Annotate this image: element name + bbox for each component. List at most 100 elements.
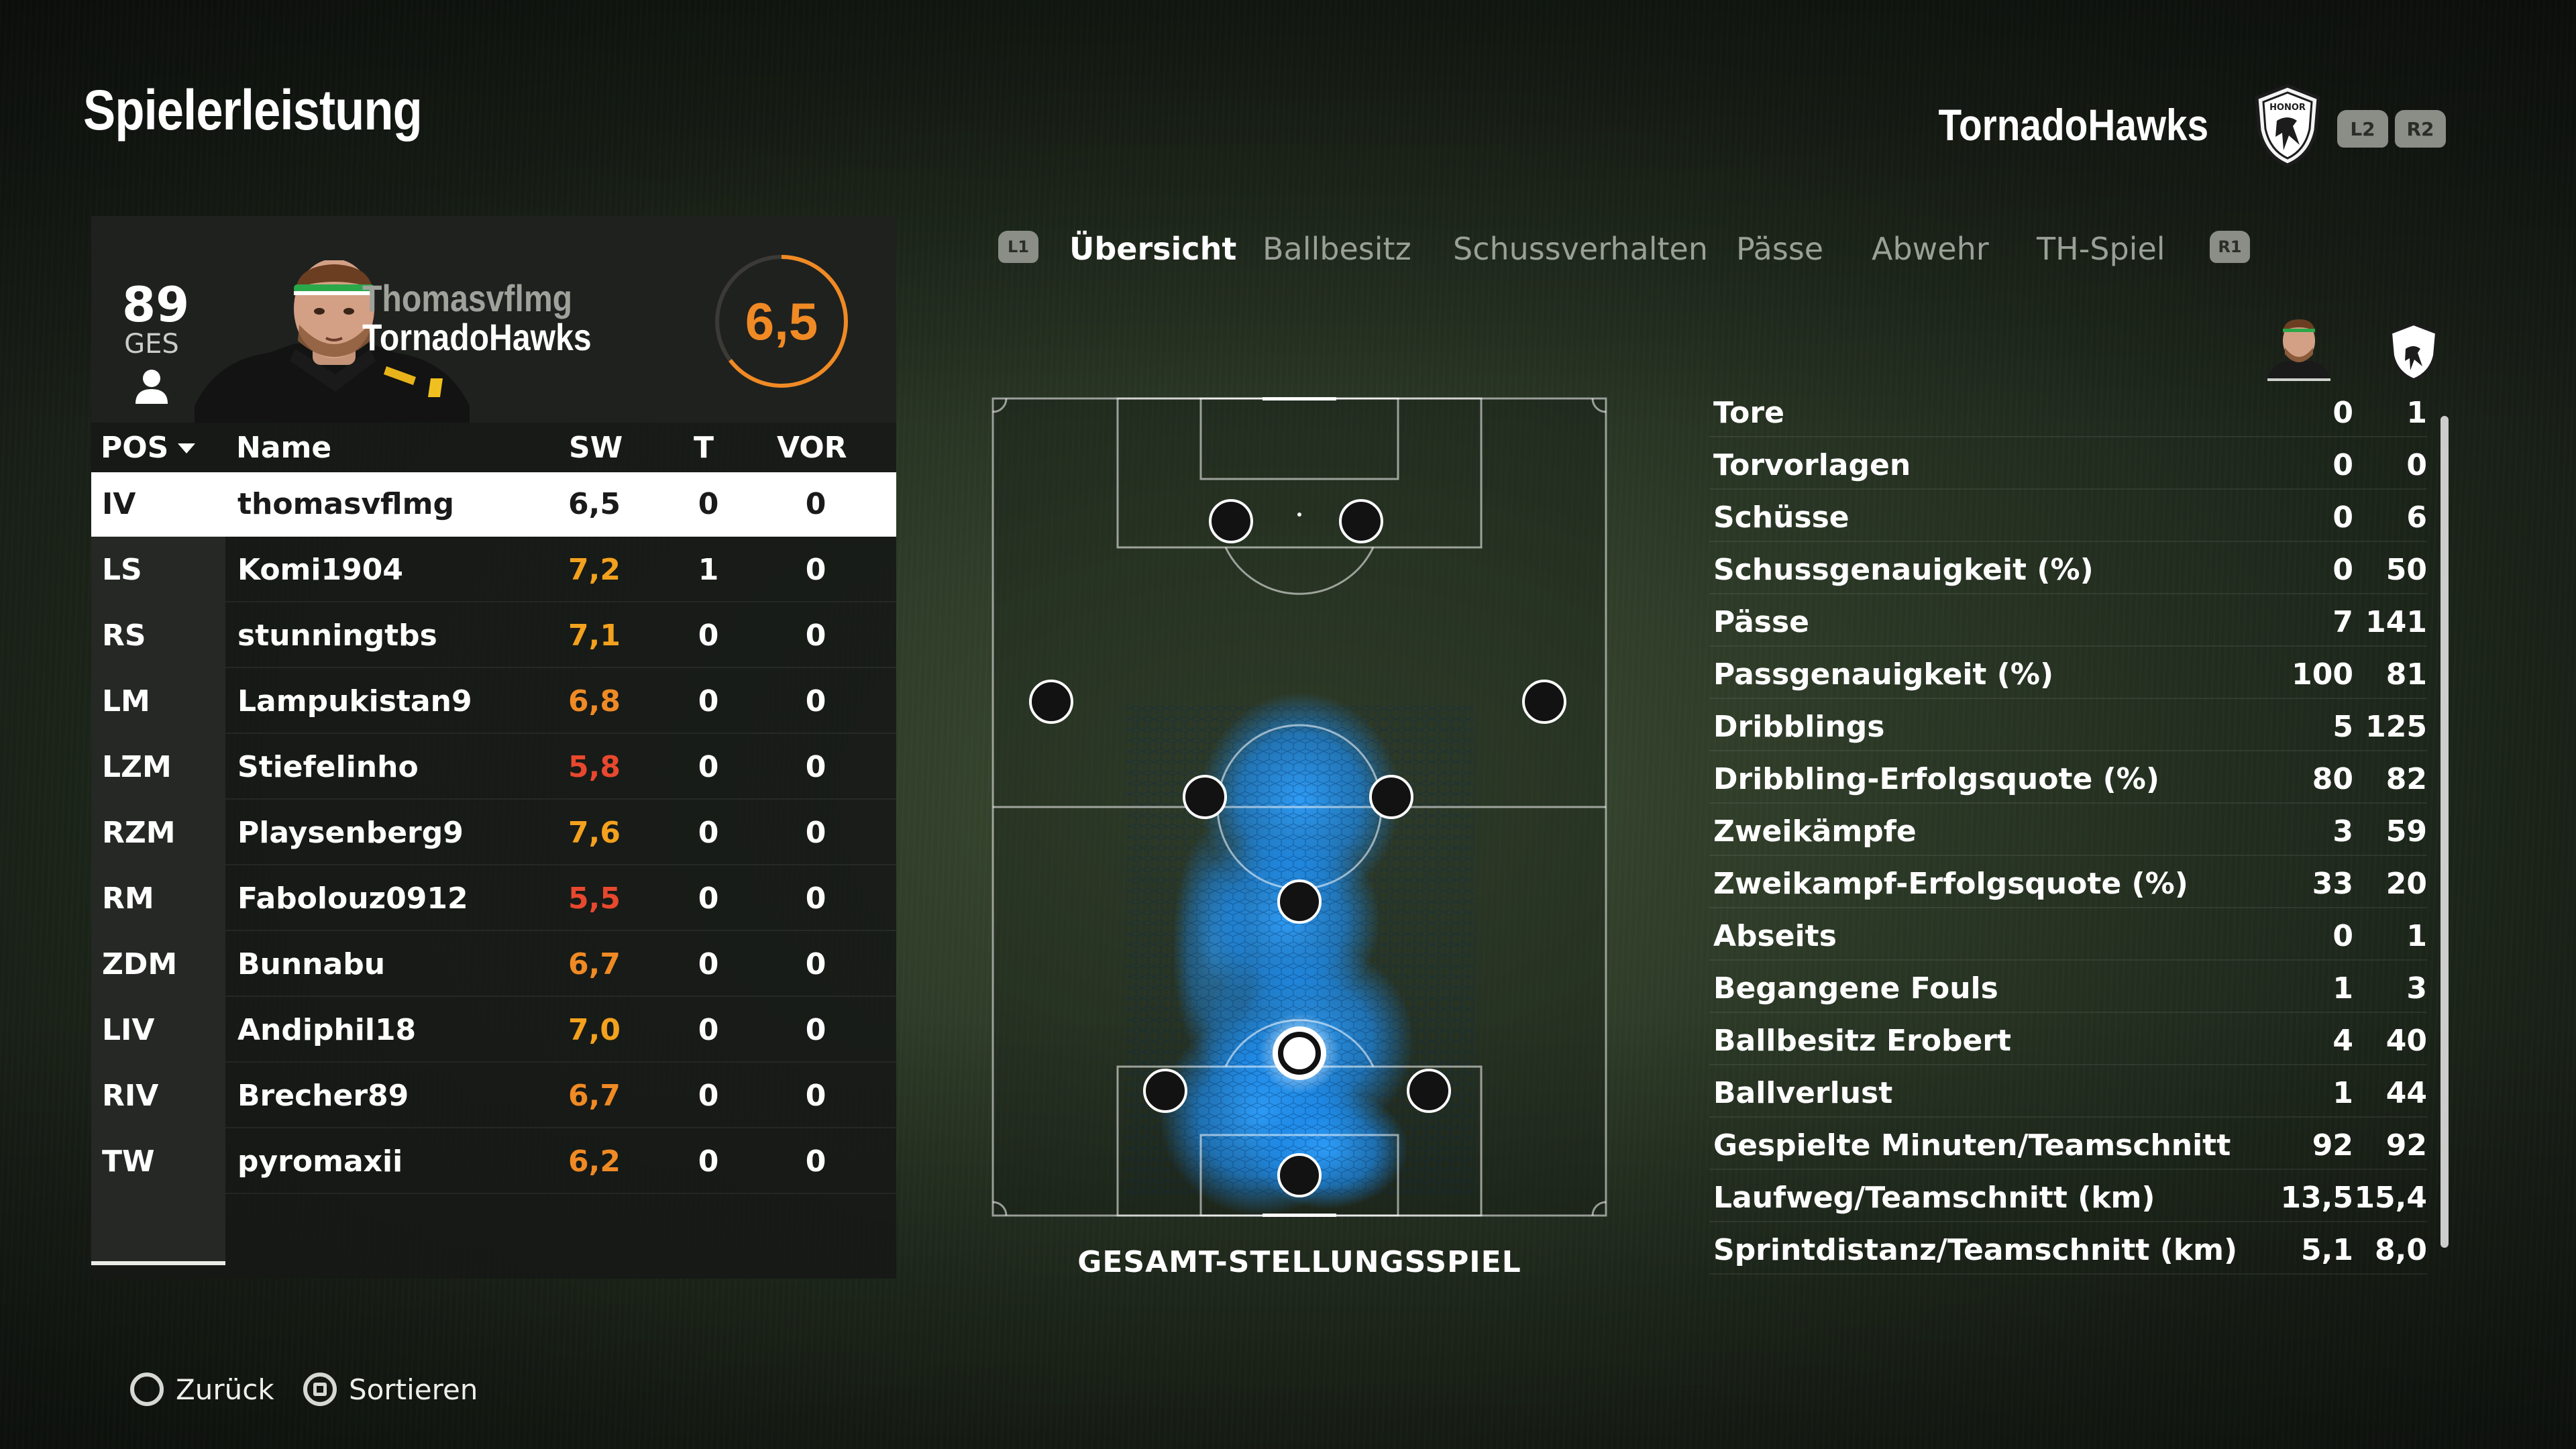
row-position: LZM: [102, 750, 172, 784]
stat-row: Schussgenauigkeit (%) 0 50: [1709, 542, 2427, 594]
stat-player-value: 0: [2332, 396, 2353, 430]
tab-th-spiel[interactable]: TH-Spiel: [2037, 231, 2165, 267]
table-row[interactable]: IV thomasvflmg 6,5 0 0: [91, 472, 896, 537]
sort-hint[interactable]: Sortieren: [303, 1373, 478, 1406]
stat-divider: [1709, 698, 2427, 699]
row-divider: [225, 733, 896, 734]
stat-divider: [1709, 541, 2427, 542]
stat-team-value: 0: [2406, 448, 2427, 482]
row-goals: 0: [698, 1013, 719, 1047]
row-goals: 0: [698, 684, 719, 718]
back-hint[interactable]: Zurück: [130, 1373, 274, 1406]
marker-riv: [1407, 1069, 1451, 1113]
table-row[interactable]: TW pyromaxii 6,2 0 0: [91, 1130, 896, 1194]
stat-divider: [1709, 645, 2427, 647]
table-row[interactable]: LIV Andiphil18 7,0 0 0: [91, 998, 896, 1063]
stat-divider: [1709, 1169, 2427, 1170]
stat-divider: [1709, 1273, 2427, 1275]
stat-divider: [1709, 802, 2427, 804]
stat-player-value: 33: [2312, 867, 2353, 901]
stat-label: Laufweg/Teamschnitt (km): [1713, 1181, 2155, 1215]
vor-header[interactable]: VOR: [777, 431, 847, 465]
row-divider: [225, 864, 896, 865]
table-row[interactable]: RIV Brecher89 6,7 0 0: [91, 1064, 896, 1128]
team-name: TornadoHawks: [1938, 100, 2208, 150]
row-player-name: Andiphil18: [237, 1013, 417, 1047]
tab-schussverhalten[interactable]: Schussverhalten: [1453, 231, 1708, 267]
stat-label: Dribbling-Erfolgsquote (%): [1713, 762, 2159, 796]
row-goals: 0: [698, 816, 719, 850]
row-player-name: Stiefelinho: [237, 750, 419, 784]
table-row[interactable]: LS Komi1904 7,2 1 0: [91, 538, 896, 602]
stat-row: Passgenauigkeit (%) 100 81: [1709, 647, 2427, 699]
row-rating: 6,2: [568, 1144, 621, 1179]
stat-team-value: 92: [2385, 1128, 2427, 1163]
l2-button[interactable]: L2: [2337, 110, 2388, 148]
sw-header[interactable]: SW: [569, 431, 623, 465]
row-divider: [225, 667, 896, 668]
stat-row: Schüsse 0 6: [1709, 490, 2427, 542]
row-goals: 0: [698, 1079, 719, 1113]
stat-team-value: 1: [2406, 396, 2427, 430]
stat-team-value: 82: [2385, 762, 2427, 796]
circle-button-icon: [130, 1373, 164, 1406]
page-title: Spielerleistung: [83, 78, 423, 142]
stat-row: Zweikampf-Erfolgsquote (%) 33 20: [1709, 856, 2427, 908]
stat-team-value: 125: [2365, 710, 2427, 744]
marker-rs: [1339, 499, 1383, 543]
table-row[interactable]: LZM Stiefelinho 5,8 0 0: [91, 735, 896, 800]
tab-uebersicht[interactable]: Übersicht: [1069, 231, 1237, 267]
row-position: LIV: [102, 1013, 155, 1047]
row-player-name: Komi1904: [237, 553, 403, 587]
stat-player-value: 3: [2332, 814, 2353, 849]
tab-paesse[interactable]: Pässe: [1736, 231, 1824, 267]
team-crest-icon: HONOR: [2255, 84, 2320, 167]
player-mini-avatar: [2267, 319, 2330, 381]
stat-team-value: 1: [2406, 919, 2427, 953]
tab-abwehr[interactable]: Abwehr: [1872, 231, 1989, 267]
stat-row: Begangene Fouls 1 3: [1709, 961, 2427, 1013]
name-header[interactable]: Name: [236, 431, 332, 465]
team-mini-crest-icon: [2389, 322, 2438, 381]
stat-player-value: 1: [2332, 1076, 2353, 1110]
overall-label: GES: [124, 329, 179, 360]
stats-scrollbar-thumb[interactable]: [2440, 416, 2449, 1248]
marker-zdm: [1277, 879, 1322, 924]
row-goals: 0: [698, 881, 719, 916]
l1-button[interactable]: L1: [998, 231, 1038, 263]
pos-sort-header[interactable]: POS: [101, 431, 197, 465]
row-player-name: stunningtbs: [237, 619, 437, 653]
stat-player-value: 4: [2332, 1024, 2353, 1058]
table-row[interactable]: RM Fabolouz0912 5,5 0 0: [91, 867, 896, 931]
stat-team-value: 15,4: [2354, 1181, 2427, 1215]
table-row[interactable]: LM Lampukistan9 6,8 0 0: [91, 669, 896, 734]
tab-ballbesitz[interactable]: Ballbesitz: [1263, 231, 1411, 267]
row-goals: 0: [698, 750, 719, 784]
r1-button[interactable]: R1: [2210, 231, 2250, 263]
table-row[interactable]: RZM Playsenberg9 7,6 0 0: [91, 801, 896, 865]
table-row[interactable]: RS stunningtbs 7,1 0 0: [91, 604, 896, 668]
stat-label: Zweikampf-Erfolgsquote (%): [1713, 867, 2188, 901]
person-icon: [136, 370, 168, 404]
positioning-heatmap: [991, 397, 1607, 1217]
stat-divider: [1709, 436, 2427, 437]
row-assists: 0: [805, 1144, 826, 1179]
t-header[interactable]: T: [694, 431, 714, 465]
stat-row: Zweikämpfe 3 59: [1709, 804, 2427, 856]
player-avatar: [195, 260, 470, 423]
stat-label: Begangene Fouls: [1713, 971, 1998, 1006]
row-assists: 0: [805, 553, 826, 587]
stat-divider: [1709, 855, 2427, 856]
stat-player-value: 5,1: [2301, 1233, 2353, 1267]
row-assists: 0: [805, 816, 826, 850]
table-row[interactable]: ZDM Bunnabu 6,7 0 0: [91, 932, 896, 997]
row-player-name: Bunnabu: [237, 947, 386, 981]
stat-label: Schussgenauigkeit (%): [1713, 553, 2094, 587]
r2-button[interactable]: R2: [2395, 110, 2446, 148]
table-header: POS Name SW T VOR: [91, 423, 896, 472]
row-position: LS: [102, 553, 142, 587]
row-assists: 0: [805, 619, 826, 653]
stat-divider: [1709, 593, 2427, 594]
stat-label: Schüsse: [1713, 500, 1849, 535]
row-position: LM: [102, 684, 150, 718]
